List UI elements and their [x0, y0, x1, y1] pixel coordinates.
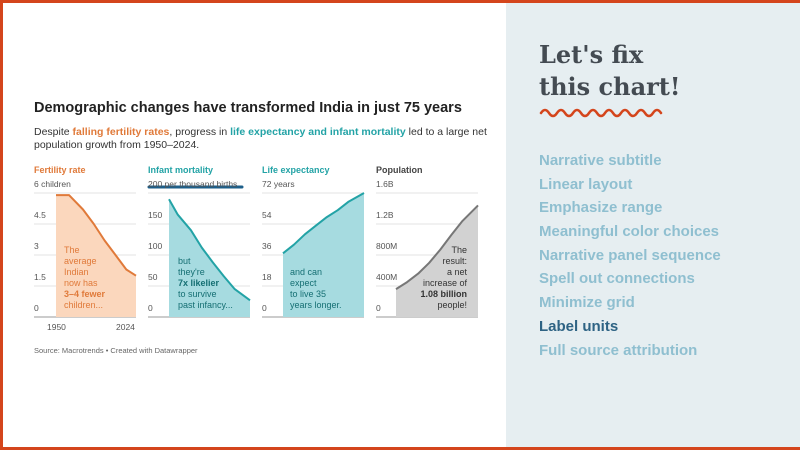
source-note: Source: Macrotrends • Created with Dataw…: [34, 346, 198, 355]
tick-label: 6 children: [34, 179, 71, 189]
tips-heading: Let's fix this chart!: [539, 39, 680, 103]
tick-label: 18: [262, 272, 271, 282]
tip-item: Full source attribution: [539, 339, 721, 363]
tip-item: Narrative subtitle: [539, 149, 721, 173]
tips-heading-line2: this chart!: [539, 72, 680, 101]
tick-label: 1.2B: [376, 210, 394, 220]
annotation-line: The: [64, 245, 105, 256]
annotation-line: 7x likelier: [178, 278, 233, 289]
tip-item: Minimize grid: [539, 291, 721, 315]
tick-label: 1.6B: [376, 179, 394, 189]
annotation-line: and can: [290, 267, 342, 278]
squiggle-underline: [539, 107, 665, 119]
annotation-line: people!: [420, 300, 467, 311]
annotation-line: The: [420, 245, 467, 256]
x-tick-label: 2024: [116, 322, 135, 332]
annotation-line: expect: [290, 278, 342, 289]
tick-label: 72 years: [262, 179, 295, 189]
annotation-line: increase of: [420, 278, 467, 289]
annotation-line: but: [178, 256, 233, 267]
annotation-line: result:: [420, 256, 467, 267]
tick-label: 400M: [376, 272, 397, 282]
tick-label: 50: [148, 272, 157, 282]
annotation-line: average: [64, 256, 105, 267]
annotation-line: they're: [178, 267, 233, 278]
annotation-line: Indian: [64, 267, 105, 278]
tips-panel: Let's fix this chart! Narrative subtitle…: [506, 3, 800, 447]
panel-title-0: Fertility rate: [34, 165, 86, 175]
tip-item: Meaningful color choices: [539, 220, 721, 244]
panel-title-1: Infant mortality: [148, 165, 213, 175]
tip-item: Narrative panel sequence: [539, 244, 721, 268]
panel-title-2: Life expectancy: [262, 165, 330, 175]
tick-label: 200 per thousand births: [148, 179, 237, 189]
tick-label: 0: [148, 303, 153, 313]
annotation-line: children...: [64, 300, 105, 311]
tick-label: 1.5: [34, 272, 46, 282]
tip-item: Spell out connections: [539, 267, 721, 291]
annotation-line: 1.08 billion: [420, 289, 467, 300]
tick-label: 36: [262, 241, 271, 251]
tick-label: 150: [148, 210, 162, 220]
tip-item: Linear layout: [539, 173, 721, 197]
annotation-line: years longer.: [290, 300, 342, 311]
tick-label: 100: [148, 241, 162, 251]
annotation-line: 3–4 fewer: [64, 289, 105, 300]
tick-label: 54: [262, 210, 271, 220]
tick-label: 0: [34, 303, 39, 313]
tick-label: 0: [262, 303, 267, 313]
annotation-line: to survive: [178, 289, 233, 300]
annotation-line: to live 35: [290, 289, 342, 300]
tip-item: Emphasize range: [539, 196, 721, 220]
tips-heading-line1: Let's fix: [539, 40, 643, 69]
tick-label: 800M: [376, 241, 397, 251]
tick-label: 4.5: [34, 210, 46, 220]
tick-label: 3: [34, 241, 39, 251]
annotation-line: now has: [64, 278, 105, 289]
panel-title-3: Population: [376, 165, 423, 175]
annotation-line: a net: [420, 267, 467, 278]
x-tick-label: 1950: [47, 322, 66, 332]
annotation-line: past infancy...: [178, 300, 233, 311]
tip-item: Label units: [539, 315, 721, 339]
tick-label: 0: [376, 303, 381, 313]
